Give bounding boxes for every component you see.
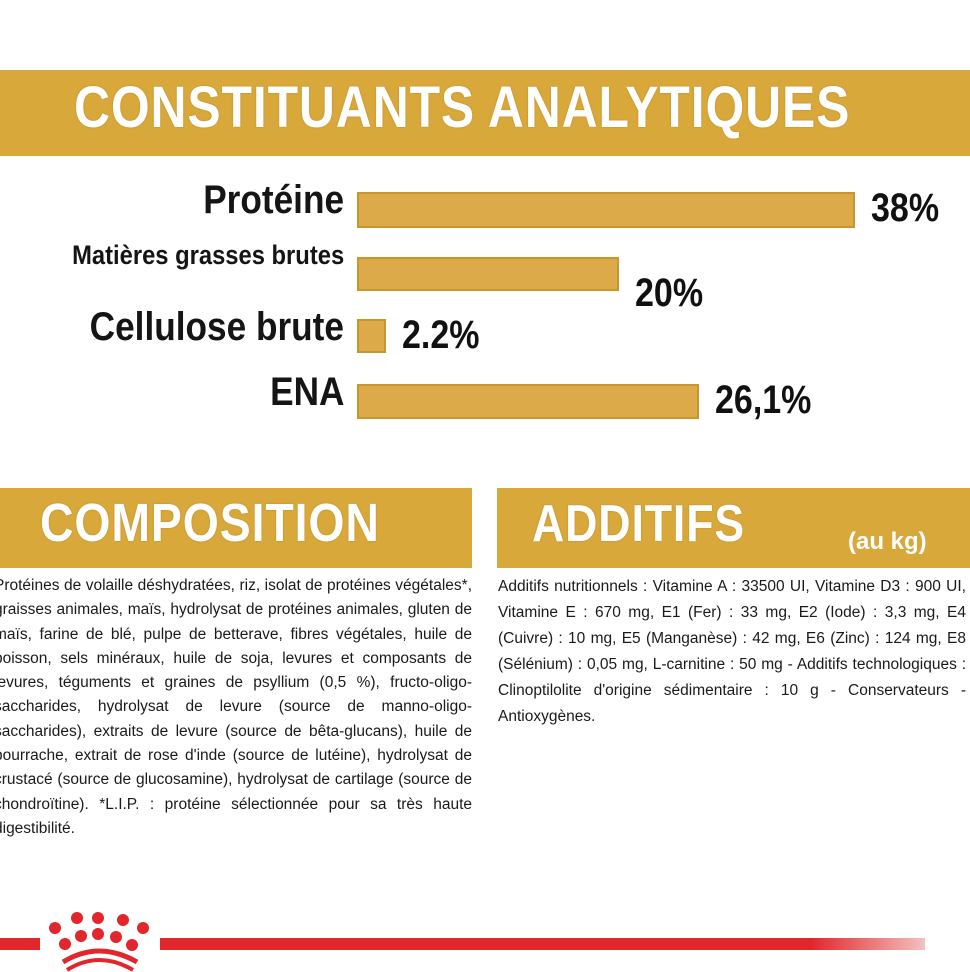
value-label: 2.2% bbox=[401, 313, 480, 357]
category-label: ENA bbox=[269, 370, 344, 414]
additifs-band bbox=[497, 488, 970, 568]
composition-title: COMPOSITION bbox=[40, 493, 380, 553]
value-label: 26,1% bbox=[714, 378, 812, 422]
bar bbox=[357, 319, 386, 353]
composition-text: Protéines de volaille déshydratées, riz,… bbox=[0, 577, 472, 837]
composition-band bbox=[0, 488, 472, 568]
red-divider-left bbox=[0, 938, 40, 950]
bar bbox=[357, 257, 619, 291]
bar bbox=[357, 192, 855, 228]
additifs-unit: (au kg) bbox=[848, 528, 927, 555]
crown-icon bbox=[49, 912, 149, 972]
page-title: CONSTITUANTS ANALYTIQUES bbox=[74, 75, 851, 140]
additifs-title: ADDITIFS bbox=[532, 495, 746, 553]
value-label: 20% bbox=[635, 271, 704, 315]
additifs-text: Additifs nutritionnels : Vitamine A : 33… bbox=[498, 578, 966, 725]
category-label: Matières grasses brutes bbox=[71, 240, 344, 270]
red-divider-right bbox=[160, 938, 925, 950]
header-band bbox=[0, 70, 970, 156]
bar bbox=[357, 384, 699, 419]
category-label: Cellulose brute bbox=[89, 305, 344, 349]
category-label: Protéine bbox=[203, 178, 344, 222]
value-label: 38% bbox=[870, 186, 939, 230]
